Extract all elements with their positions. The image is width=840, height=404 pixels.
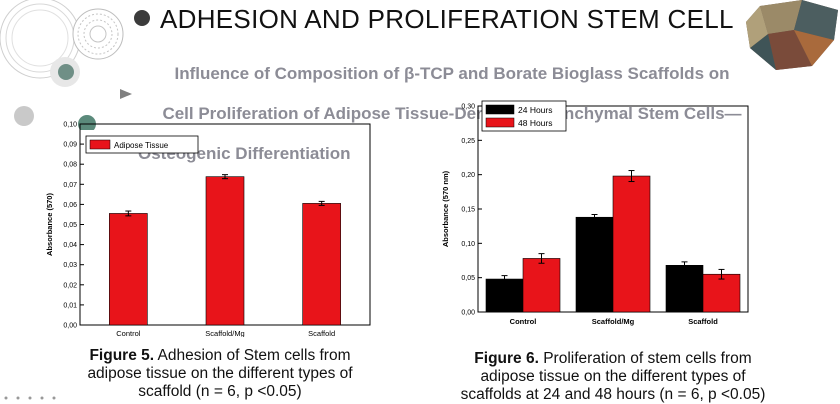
decorative-polyhedron-right [746,0,838,70]
y-tick-label: 0,10 [461,241,475,248]
y-tick-label: 0,02 [63,282,77,289]
subtitle-line: Cell Proliferation of Adipose Tissue-Der… [162,104,742,123]
x-tick-label: Scaffold/Mg [592,317,635,326]
y-tick-label: 0,25 [461,138,475,145]
legend-swatch [485,117,515,128]
bar [205,176,245,326]
y-tick-label: 0,07 [63,182,77,189]
y-axis-label: Absorbance (570) [45,193,54,256]
figure5-caption-text: scaffold (n = 6, p <0.05) [138,383,302,400]
page-title: ADHESION AND PROLIFERATION STEM CELL [160,4,734,34]
figure6-caption-text: Proliferation of stem cells from [543,350,752,367]
bar [702,273,741,313]
dark-dot-icon [134,10,150,26]
y-tick-label: 0,05 [63,222,77,229]
x-tick-label: Scaffold/Mg [205,329,244,337]
y-tick-label: 0,05 [461,275,475,282]
bar [109,213,148,326]
decorative-circles-left [0,0,124,130]
y-tick-label: 0,00 [63,323,77,330]
y-axis-label: Absorbance (570 nm) [441,170,450,247]
figure6-caption-label: Figure 6. [474,350,539,367]
legend-swatch [485,104,515,115]
y-tick-label: 0,06 [63,202,77,209]
bar [302,203,341,326]
subtitle-line: Influence of Composition of β-TCP and Bo… [174,64,730,83]
x-tick-label: Scaffold [688,317,718,326]
figure5-caption-text: adipose tissue on the different types of [87,365,353,382]
figure6-caption-text: scaffolds at 24 and 48 hours (n = 6, p <… [460,386,766,403]
figure5-caption-text: Adhesion of Stem cells from [157,347,351,364]
decorative-dots [4,396,56,400]
x-tick-label: Control [510,317,537,326]
y-tick-label: 0,15 [461,207,475,214]
legend-label: 24 Hours [518,105,553,115]
y-tick-label: 0,04 [63,242,77,249]
legend-box [85,135,199,154]
figure5-caption-label: Figure 5. [89,347,155,364]
figure6-caption: Figure 6. Proliferation of stem cells fr… [428,350,798,404]
y-tick-label: 0,08 [63,162,77,169]
bar [485,278,524,313]
figure5-caption: Figure 5. Adhesion of Stem cells from ad… [50,347,390,401]
legend-swatch [89,139,111,150]
legend-label: Adipose Tissue [114,141,169,150]
bar [665,265,704,313]
bar [575,216,614,313]
y-tick-label: 0,03 [63,262,77,269]
bar [522,258,561,313]
figure6-chart: 0,00 0,05 0,10 0,15 0,20 0,25 0,30 Absorbance (… [441,100,749,326]
arrow-triangle-icon [120,89,132,99]
y-tick-label: 0,10 [63,122,77,129]
y-tick-label: 0,00 [461,310,475,317]
bar [612,175,651,313]
y-tick-label: 0,30 [461,104,475,111]
y-tick-label: 0,09 [63,142,77,149]
legend-label: 48 Hours [518,118,553,128]
figure6-caption-text: adipose tissue on the different types of [480,368,746,385]
x-tick-label: Scaffold [308,329,335,337]
x-tick-label: Control [116,329,141,337]
y-tick-label: 0,20 [461,172,475,179]
paper-subtitle: Influence of Composition of β-TCP and Bo… [132,44,772,184]
figure5-chart: 0,00 0,01 0,02 0,03 0,04 0,05 0,06 0,07 0,08 0,09… [45,122,371,337]
y-tick-label: 0,01 [63,302,77,309]
